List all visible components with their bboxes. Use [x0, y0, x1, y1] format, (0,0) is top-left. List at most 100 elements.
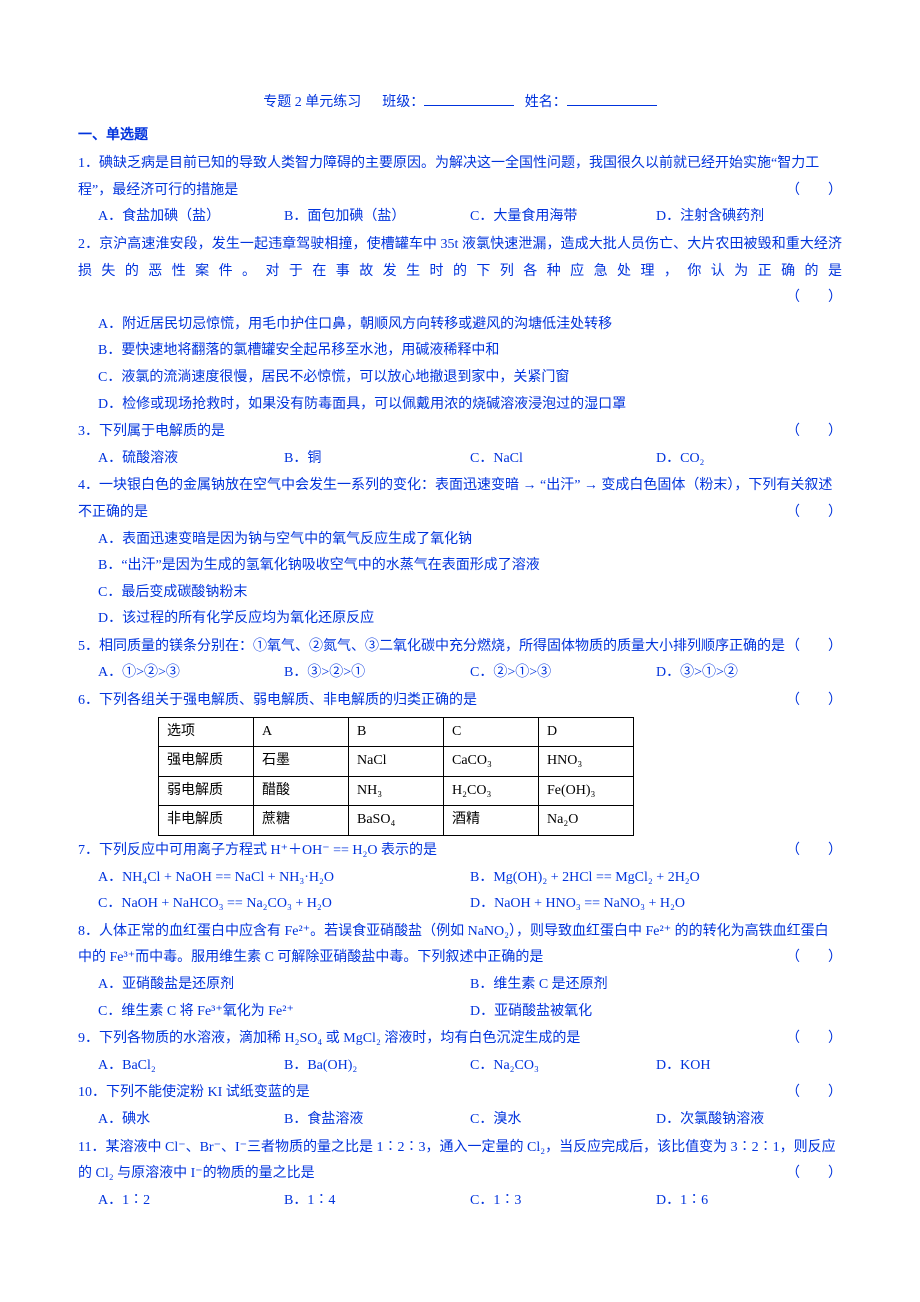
q2-stem: 2．京沪高速淮安段，发生一起违章驾驶相撞，使槽罐车中 35t 液氯快速泄漏，造成… — [78, 232, 842, 285]
q11-stem: 11．某溶液中 Cl⁻、Br⁻、I⁻三者物质的量之比是 1∶2∶3，通入一定量的… — [78, 1140, 836, 1182]
q1-stem: 1．碘缺乏病是目前已知的导致人类智力障碍的主要原因。为解决这一全国性问题，我国很… — [78, 156, 819, 198]
q9-opt-d: D．KOH — [656, 1053, 842, 1080]
answer-bracket: （ ） — [786, 945, 842, 972]
question-10: 10．下列不能使淀粉 KI 试纸变蓝的是 （ ） A．碘水 B．食盐溶液 C．溴… — [78, 1080, 842, 1133]
table-row: 强电解质 石墨 NaCl CaCO₃ HNO₃ — [159, 747, 634, 777]
q9-opt-c: C．Na₂CO₃ — [470, 1053, 656, 1080]
table-cell: 选项 — [159, 717, 254, 747]
q9-stem: 9．下列各物质的水溶液，滴加稀 H₂SO₄ 或 MgCl₂ 溶液时，均有白色沉淀… — [78, 1031, 580, 1046]
class-blank — [424, 92, 514, 106]
answer-bracket: （ ） — [786, 285, 842, 312]
answer-bracket: （ ） — [786, 838, 842, 865]
question-5: 5．相同质量的镁条分别在：①氧气、②氮气、③二氧化碳中充分燃烧，所得固体物质的质… — [78, 634, 842, 687]
question-1: 1．碘缺乏病是目前已知的导致人类智力障碍的主要原因。为解决这一全国性问题，我国很… — [78, 151, 842, 231]
table-cell: Fe(OH)₃ — [539, 776, 634, 806]
q10-opt-b: B．食盐溶液 — [284, 1107, 470, 1134]
q6-table: 选项 A B C D 强电解质 石墨 NaCl CaCO₃ HNO₃ 弱电解质 … — [158, 717, 634, 836]
section-1-title: 一、单选题 — [78, 123, 842, 150]
q8-opt-a: A．亚硝酸盐是还原剂 — [98, 972, 470, 999]
table-cell: BaSO₄ — [349, 806, 444, 836]
table-cell: 酒精 — [444, 806, 539, 836]
q5-opt-b: B．③>②>① — [284, 660, 470, 687]
q5-opt-c: C．②>①>③ — [470, 660, 656, 687]
q1-opt-a: A．食盐加碘（盐） — [98, 204, 284, 231]
table-row: 选项 A B C D — [159, 717, 634, 747]
q2-opt-a: A．附近居民切忌惊慌，用毛巾护住口鼻，朝顺风方向转移或避风的沟塘低洼处转移 — [78, 312, 842, 339]
q2-opt-d: D．检修或现场抢救时，如果没有防毒面具，可以佩戴用浓的烧碱溶液浸泡过的湿口罩 — [78, 392, 842, 419]
table-cell: 弱电解质 — [159, 776, 254, 806]
q4-opt-b: B．“出汗”是因为生成的氢氧化钠吸收空气中的水蒸气在表面形成了溶液 — [78, 553, 842, 580]
question-3: 3．下列属于电解质的是 （ ） A．硫酸溶液 B．铜 C．NaCl D．CO₂ — [78, 419, 842, 472]
name-label: 姓名： — [525, 95, 567, 110]
q4-opt-c: C．最后变成碳酸钠粉末 — [78, 580, 842, 607]
table-cell: H₂CO₃ — [444, 776, 539, 806]
q10-opt-d: D．次氯酸钠溶液 — [656, 1107, 842, 1134]
table-cell: NaCl — [349, 747, 444, 777]
table-cell: CaCO₃ — [444, 747, 539, 777]
q3-stem: 3．下列属于电解质的是 — [78, 424, 225, 439]
q3-opt-a: A．硫酸溶液 — [98, 446, 284, 473]
table-cell: B — [349, 717, 444, 747]
q2-opt-c: C．液氯的流淌速度很慢，居民不必惊慌，可以放心地撤退到家中，关紧门窗 — [78, 365, 842, 392]
table-cell: A — [254, 717, 349, 747]
q1-opt-d: D．注射含碘药剂 — [656, 204, 842, 231]
q11-opt-d: D．1∶6 — [656, 1188, 842, 1215]
q11-opt-a: A．1∶2 — [98, 1188, 284, 1215]
q7-stem: 7．下列反应中可用离子方程式 H⁺＋OH⁻ == H₂O 表示的是 — [78, 843, 437, 858]
q8-opt-b: B．维生素 C 是还原剂 — [470, 972, 842, 999]
table-cell: HNO₃ — [539, 747, 634, 777]
answer-bracket: （ ） — [786, 419, 842, 446]
q8-opt-d: D．亚硝酸盐被氧化 — [470, 999, 842, 1026]
q9-opt-b: B．Ba(OH)₂ — [284, 1053, 470, 1080]
table-cell: 蔗糖 — [254, 806, 349, 836]
table-row: 非电解质 蔗糖 BaSO₄ 酒精 Na₂O — [159, 806, 634, 836]
q3-opt-c: C．NaCl — [470, 446, 656, 473]
question-8: 8．人体正常的血红蛋白中应含有 Fe²⁺。若误食亚硝酸盐（例如 NaNO₂），则… — [78, 919, 842, 1025]
q11-opt-c: C．1∶3 — [470, 1188, 656, 1215]
q8-opt-c: C．维生素 C 将 Fe³⁺氧化为 Fe²⁺ — [98, 999, 470, 1026]
q7-opt-d: D．NaOH + HNO₃ == NaNO₃ + H₂O — [470, 891, 842, 918]
question-9: 9．下列各物质的水溶液，滴加稀 H₂SO₄ 或 MgCl₂ 溶液时，均有白色沉淀… — [78, 1026, 842, 1079]
q1-opt-b: B．面包加碘（盐） — [284, 204, 470, 231]
answer-bracket: （ ） — [786, 1161, 842, 1188]
q4-opt-d: D．该过程的所有化学反应均为氧化还原反应 — [78, 606, 842, 633]
q9-opt-a: A．BaCl₂ — [98, 1053, 284, 1080]
question-6: 6．下列各组关于强电解质、弱电解质、非电解质的归类正确的是 （ ） 选项 A B… — [78, 688, 842, 836]
answer-bracket: （ ） — [786, 500, 842, 527]
q4-stem: 4．一块银白色的金属钠放在空气中会发生一系列的变化：表面迅速变暗 → “出汗” … — [78, 478, 832, 520]
question-4: 4．一块银白色的金属钠放在空气中会发生一系列的变化：表面迅速变暗 → “出汗” … — [78, 473, 842, 633]
answer-bracket: （ ） — [786, 688, 842, 715]
answer-bracket: （ ） — [786, 1026, 842, 1053]
question-11: 11．某溶液中 Cl⁻、Br⁻、I⁻三者物质的量之比是 1∶2∶3，通入一定量的… — [78, 1135, 842, 1215]
q5-opt-d: D．③>①>② — [656, 660, 842, 687]
answer-bracket: （ ） — [786, 1080, 842, 1107]
q8-stem: 8．人体正常的血红蛋白中应含有 Fe²⁺。若误食亚硝酸盐（例如 NaNO₂），则… — [78, 924, 829, 966]
table-cell: C — [444, 717, 539, 747]
topic-title: 单元练习 — [305, 95, 361, 110]
question-2: 2．京沪高速淮安段，发生一起违章驾驶相撞，使槽罐车中 35t 液氯快速泄漏，造成… — [78, 232, 842, 418]
q11-opt-b: B．1∶4 — [284, 1188, 470, 1215]
q5-opt-a: A．①>②>③ — [98, 660, 284, 687]
topic-number: 专题 2 — [263, 95, 302, 110]
page-header: 专题 2 单元练习 班级： 姓名： — [78, 90, 842, 117]
q2-opt-b: B．要快速地将翻落的氯槽罐安全起吊移至水池，用碱液稀释中和 — [78, 338, 842, 365]
table-cell: D — [539, 717, 634, 747]
q5-stem: 5．相同质量的镁条分别在：①氧气、②氮气、③二氧化碳中充分燃烧，所得固体物质的质… — [78, 639, 785, 654]
q1-opt-c: C．大量食用海带 — [470, 204, 656, 231]
table-cell: 醋酸 — [254, 776, 349, 806]
table-cell: 非电解质 — [159, 806, 254, 836]
q7-opt-a: A．NH₄Cl + NaOH == NaCl + NH₃·H₂O — [98, 865, 470, 892]
answer-bracket: （ ） — [786, 178, 842, 205]
class-label: 班级： — [382, 95, 424, 110]
answer-bracket: （ ） — [786, 634, 842, 661]
q7-opt-b: B．Mg(OH)₂ + 2HCl == MgCl₂ + 2H₂O — [470, 865, 842, 892]
question-7: 7．下列反应中可用离子方程式 H⁺＋OH⁻ == H₂O 表示的是 （ ） A．… — [78, 838, 842, 918]
table-cell: Na₂O — [539, 806, 634, 836]
q6-stem: 6．下列各组关于强电解质、弱电解质、非电解质的归类正确的是 — [78, 693, 477, 708]
q3-opt-d: D．CO₂ — [656, 446, 842, 473]
name-blank — [567, 92, 657, 106]
q7-opt-c: C．NaOH + NaHCO₃ == Na₂CO₃ + H₂O — [98, 891, 470, 918]
table-cell: 石墨 — [254, 747, 349, 777]
table-cell: NH₃ — [349, 776, 444, 806]
table-row: 弱电解质 醋酸 NH₃ H₂CO₃ Fe(OH)₃ — [159, 776, 634, 806]
